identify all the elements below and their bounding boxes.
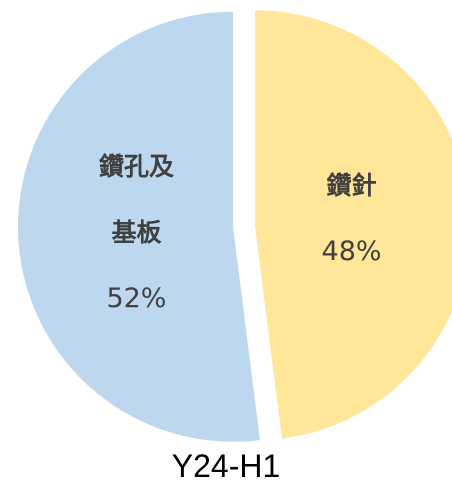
slice-label: 鑽針 48%	[310, 153, 394, 285]
slice-label: 鑽孔及基板 52%	[94, 134, 178, 332]
value-label: 48%	[321, 236, 382, 268]
category-label: 鑽孔及基板	[98, 151, 174, 247]
pie-slice	[254, 10, 452, 439]
category-label: 鑽針	[326, 171, 377, 201]
pie-slice	[18, 11, 260, 442]
value-label: 52%	[106, 282, 167, 314]
chart-title: Y24-H1	[171, 448, 281, 484]
